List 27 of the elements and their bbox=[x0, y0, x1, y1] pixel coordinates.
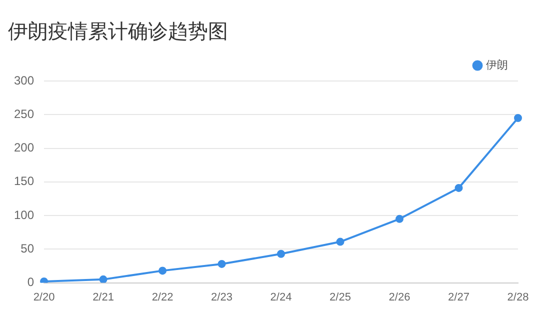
x-tick-label: 2/24 bbox=[270, 291, 292, 304]
x-tick-label: 2/28 bbox=[507, 291, 529, 304]
point bbox=[454, 184, 463, 192]
x-tick-label: 2/20 bbox=[33, 291, 55, 304]
y-tick-label: 250 bbox=[14, 106, 34, 121]
y-tick-label: 100 bbox=[14, 208, 34, 222]
point bbox=[218, 260, 226, 268]
y-tick-label: 50 bbox=[20, 241, 34, 256]
point bbox=[336, 238, 344, 246]
x-tick-label: 2/22 bbox=[152, 291, 174, 304]
point bbox=[99, 275, 108, 283]
x-tick-label: 2/26 bbox=[388, 291, 410, 304]
y-tick-label: 0 bbox=[27, 275, 34, 290]
point bbox=[158, 266, 167, 275]
y-tick-label: 300 bbox=[14, 73, 34, 88]
chart-title: 伊朗疫情累计确诊趋势图 bbox=[8, 18, 228, 45]
x-tick-label: 2/25 bbox=[330, 291, 351, 304]
legend-label: 伊朗 bbox=[486, 58, 508, 72]
point bbox=[396, 214, 404, 223]
x-tick-label: 2/23 bbox=[211, 291, 232, 304]
point bbox=[514, 114, 522, 122]
point bbox=[40, 277, 48, 283]
x-tick-label: 2/21 bbox=[92, 291, 114, 304]
y-tick-label: 150 bbox=[14, 174, 34, 188]
point bbox=[277, 250, 286, 258]
x-tick-label: 2/27 bbox=[448, 291, 470, 304]
y-tick-label: 200 bbox=[14, 140, 34, 155]
